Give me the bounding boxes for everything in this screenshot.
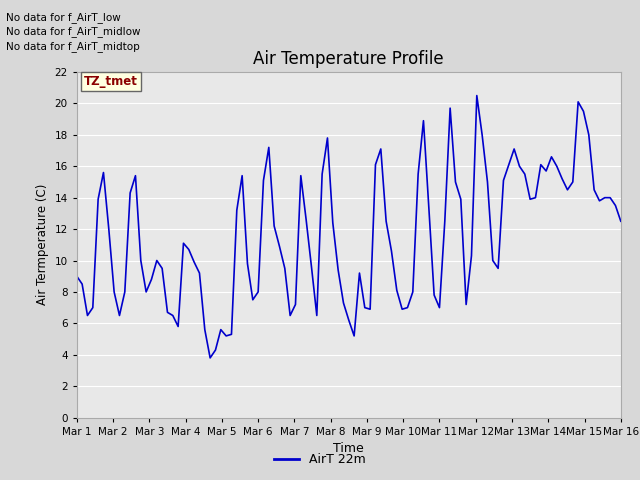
Title: Air Temperature Profile: Air Temperature Profile bbox=[253, 49, 444, 68]
Y-axis label: Air Termperature (C): Air Termperature (C) bbox=[36, 184, 49, 305]
Text: No data for f_AirT_midlow: No data for f_AirT_midlow bbox=[6, 26, 141, 37]
Text: TZ_tmet: TZ_tmet bbox=[84, 75, 138, 88]
Text: No data for f_AirT_midtop: No data for f_AirT_midtop bbox=[6, 41, 140, 52]
Legend: AirT 22m: AirT 22m bbox=[269, 448, 371, 471]
X-axis label: Time: Time bbox=[333, 442, 364, 455]
Text: No data for f_AirT_low: No data for f_AirT_low bbox=[6, 12, 121, 23]
